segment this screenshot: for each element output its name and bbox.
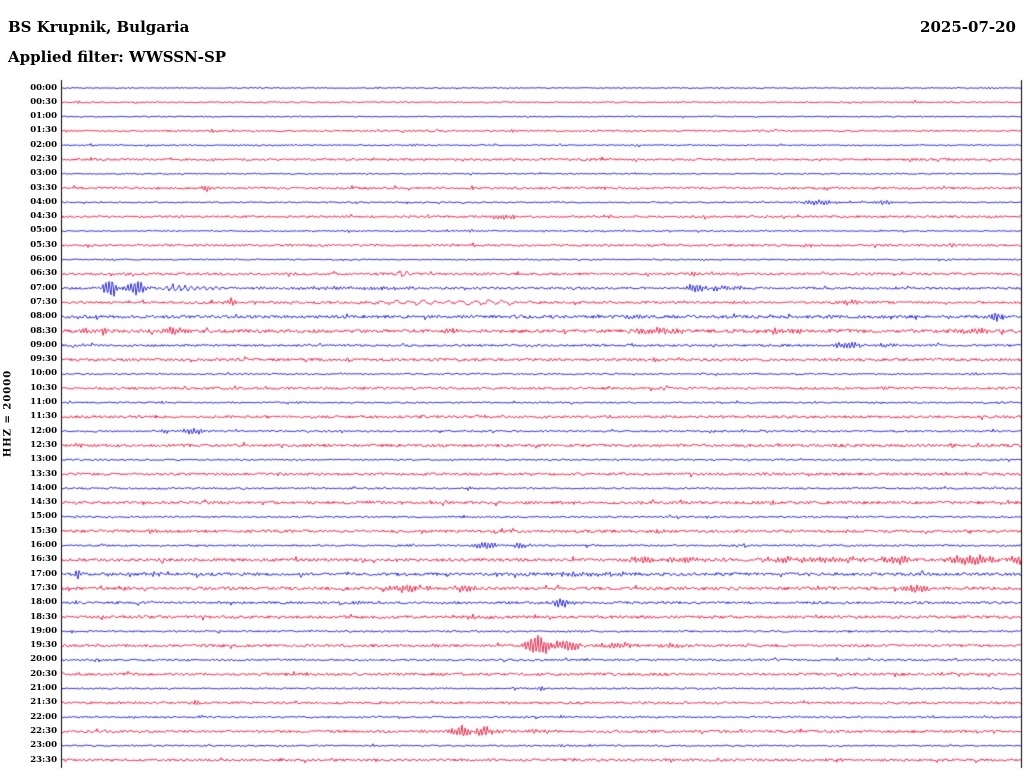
filter-label: Applied filter: WWSSN-SP: [8, 48, 227, 66]
time-label: 07:00: [30, 282, 57, 293]
time-label: 01:30: [30, 125, 57, 136]
time-label: 20:00: [30, 654, 57, 665]
time-label: 01:00: [30, 111, 57, 122]
time-label: 04:30: [30, 211, 57, 222]
time-label: 11:00: [30, 397, 57, 408]
date-label: 2025-07-20: [920, 18, 1016, 36]
time-label: 19:00: [30, 625, 57, 636]
time-label: 18:00: [30, 597, 57, 608]
time-label: 08:00: [30, 311, 57, 322]
time-label: 15:30: [30, 525, 57, 536]
time-label: 02:00: [30, 139, 57, 150]
time-label: 22:30: [30, 725, 57, 736]
time-label: 23:00: [30, 740, 57, 751]
station-title: BS Krupnik, Bulgaria: [8, 18, 190, 36]
time-label: 15:00: [30, 511, 57, 522]
time-label: 00:00: [30, 82, 57, 93]
time-label: 14:30: [30, 497, 57, 508]
time-label: 03:30: [30, 182, 57, 193]
time-label: 13:00: [30, 454, 57, 465]
time-label: 06:30: [30, 268, 57, 279]
time-label: 21:30: [30, 697, 57, 708]
time-label: 12:00: [30, 425, 57, 436]
time-label: 16:00: [30, 540, 57, 551]
time-label: 18:30: [30, 611, 57, 622]
time-label: 10:30: [30, 382, 57, 393]
time-label: 21:00: [30, 683, 57, 694]
time-label: 06:00: [30, 254, 57, 265]
time-label: 19:30: [30, 640, 57, 651]
time-label: 04:00: [30, 196, 57, 207]
time-label: 09:30: [30, 354, 57, 365]
time-label: 07:30: [30, 296, 57, 307]
time-label: 13:30: [30, 468, 57, 479]
time-label: 23:30: [30, 754, 57, 765]
time-label: 12:30: [30, 439, 57, 450]
time-label: 11:30: [30, 411, 57, 422]
time-label: 16:30: [30, 554, 57, 565]
time-label: 05:30: [30, 239, 57, 250]
time-label: 09:00: [30, 339, 57, 350]
time-label: 03:00: [30, 168, 57, 179]
time-label: 08:30: [30, 325, 57, 336]
time-label: 10:00: [30, 368, 57, 379]
time-label: 14:00: [30, 482, 57, 493]
time-label: 00:30: [30, 96, 57, 107]
time-label: 20:30: [30, 668, 57, 679]
time-label: 02:30: [30, 153, 57, 164]
time-label: 05:00: [30, 225, 57, 236]
time-label: 17:00: [30, 568, 57, 579]
time-label: 17:30: [30, 582, 57, 593]
time-label: 22:00: [30, 711, 57, 722]
